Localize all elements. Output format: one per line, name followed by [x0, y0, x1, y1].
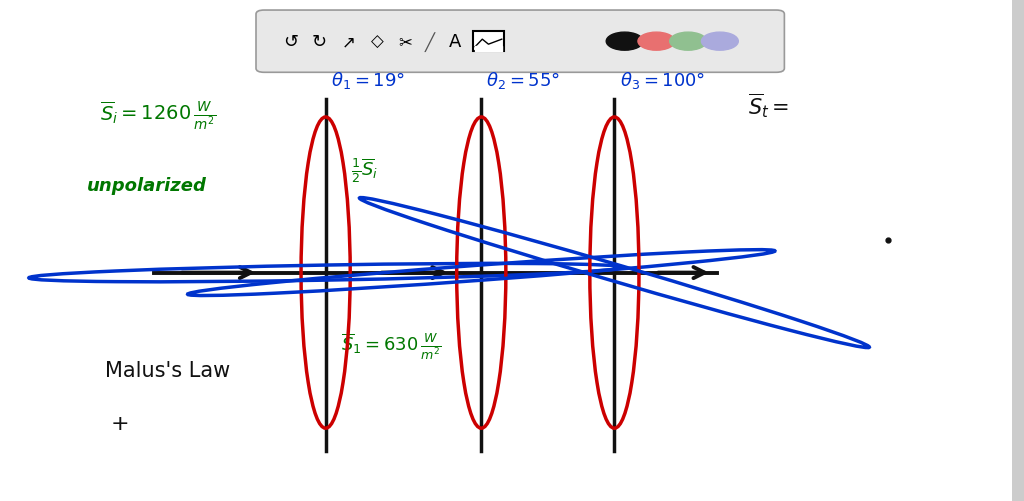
Text: $\theta_3 = 100°$: $\theta_3 = 100°$ [620, 70, 705, 91]
Text: ╱: ╱ [425, 32, 435, 52]
Text: $\theta_2 = 55°$: $\theta_2 = 55°$ [486, 70, 560, 91]
Circle shape [701, 33, 738, 51]
Circle shape [638, 33, 675, 51]
Text: $\overline{S}_i = 1260\,\frac{W}{m^2}$: $\overline{S}_i = 1260\,\frac{W}{m^2}$ [100, 99, 216, 132]
Text: ◇: ◇ [371, 33, 383, 51]
Circle shape [606, 33, 643, 51]
Text: A: A [449, 33, 461, 51]
Text: ↻: ↻ [312, 33, 327, 51]
Text: $\overline{S}_t =$: $\overline{S}_t =$ [748, 91, 788, 120]
Text: $\theta_1 = 19°$: $\theta_1 = 19°$ [331, 70, 404, 91]
Text: Malus's Law: Malus's Law [105, 361, 230, 381]
Text: +: + [111, 413, 129, 433]
Text: unpolarized: unpolarized [87, 176, 207, 194]
FancyBboxPatch shape [256, 11, 784, 73]
Text: ↺: ↺ [284, 33, 298, 51]
Circle shape [670, 33, 707, 51]
FancyBboxPatch shape [473, 32, 504, 52]
Text: $\overline{S}_1 = 630\,\frac{W}{m^2}$: $\overline{S}_1 = 630\,\frac{W}{m^2}$ [341, 330, 441, 361]
Text: ↗: ↗ [341, 33, 355, 51]
FancyBboxPatch shape [1012, 0, 1024, 501]
Text: $\frac{1}{2}\overline{S}_i$: $\frac{1}{2}\overline{S}_i$ [351, 156, 379, 184]
Text: ✂: ✂ [398, 33, 413, 51]
